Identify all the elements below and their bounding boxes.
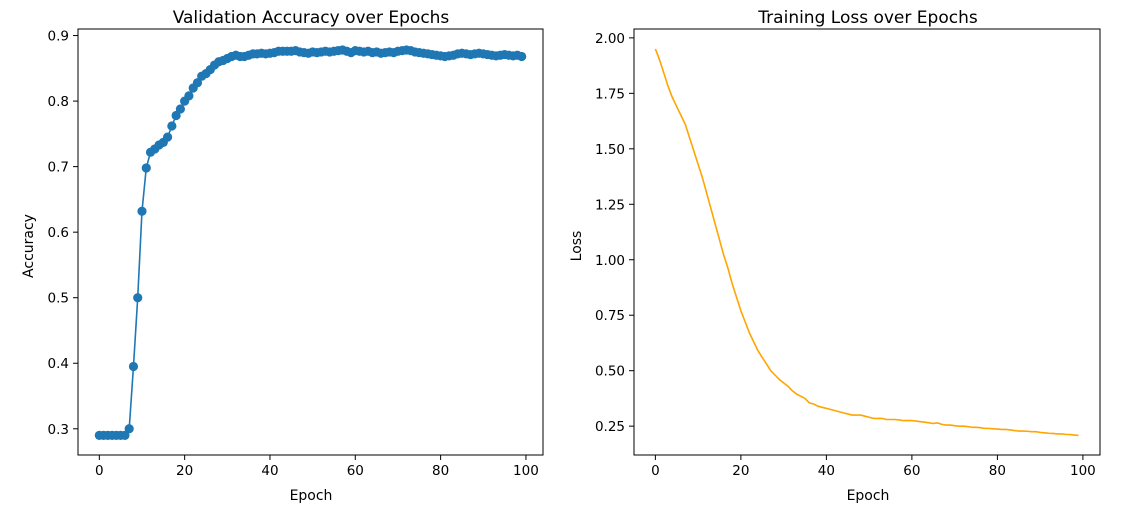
accuracy-y-axis-label: Accuracy [21, 214, 37, 278]
accuracy-data-point [167, 121, 177, 131]
loss-x-tick-label: 20 [732, 463, 749, 479]
loss-y-tick-label: 0.50 [595, 364, 625, 380]
accuracy-y-tick-label: 0.6 [48, 225, 69, 241]
loss-x-tick-label: 0 [651, 463, 660, 479]
loss-x-tick-label: 80 [989, 463, 1006, 479]
loss-y-axis-label: Loss [569, 231, 585, 262]
loss-chart-title: Training Loss over Epochs [757, 8, 978, 28]
accuracy-x-tick-label: 100 [513, 463, 539, 479]
accuracy-x-tick-label: 20 [176, 463, 193, 479]
accuracy-data-point [133, 293, 143, 303]
accuracy-data-point [192, 78, 203, 88]
loss-y-tick-label: 0.25 [595, 419, 625, 435]
accuracy-data-point [137, 206, 147, 216]
loss-y-tick-label: 2.00 [595, 31, 625, 47]
accuracy-x-tick-label: 80 [432, 463, 449, 479]
accuracy-data-point [124, 424, 134, 434]
accuracy-data-point [171, 110, 181, 121]
loss-x-tick-label: 100 [1070, 463, 1096, 479]
accuracy-x-tick-label: 60 [347, 463, 364, 479]
accuracy-data-point [128, 361, 139, 372]
loss-y-tick-label: 1.25 [595, 197, 625, 213]
accuracy-plot-frame [77, 28, 544, 456]
accuracy-data-point [175, 104, 185, 114]
loss-x-axis-label: Epoch [847, 488, 890, 504]
accuracy-y-tick-label: 0.5 [48, 291, 69, 307]
accuracy-y-tick-label: 0.4 [48, 356, 69, 372]
accuracy-data-point [517, 51, 527, 62]
accuracy-y-tick-label: 0.9 [48, 29, 69, 45]
loss-plot-frame [633, 28, 1101, 456]
accuracy-chart: Validation Accuracy over Epochs Epoch Ac… [21, 8, 544, 504]
loss-y-tick-label: 0.75 [595, 308, 625, 324]
accuracy-data-point [162, 132, 173, 142]
accuracy-data-point [184, 91, 194, 101]
accuracy-y-tick-label: 0.7 [48, 160, 69, 176]
loss-chart: Training Loss over Epochs Epoch Loss 0 20… [569, 8, 1101, 504]
accuracy-x-axis-label: Epoch [290, 488, 333, 504]
accuracy-y-tick-label: 0.8 [48, 94, 69, 110]
accuracy-series-line [99, 49, 522, 437]
loss-y-tick-label: 1.75 [595, 86, 625, 102]
accuracy-chart-title: Validation Accuracy over Epochs [173, 8, 450, 28]
loss-y-tick-label: 1.50 [595, 142, 625, 158]
loss-x-tick-label: 60 [903, 463, 920, 479]
accuracy-x-tick-label: 40 [261, 463, 278, 479]
accuracy-x-tick-label: 0 [95, 463, 104, 479]
accuracy-data-point [120, 430, 130, 440]
loss-x-tick-label: 40 [818, 463, 835, 479]
accuracy-y-tick-label: 0.3 [48, 422, 69, 438]
accuracy-data-point [141, 163, 151, 173]
loss-y-tick-label: 1.00 [595, 253, 625, 269]
loss-series-line [654, 48, 1079, 437]
